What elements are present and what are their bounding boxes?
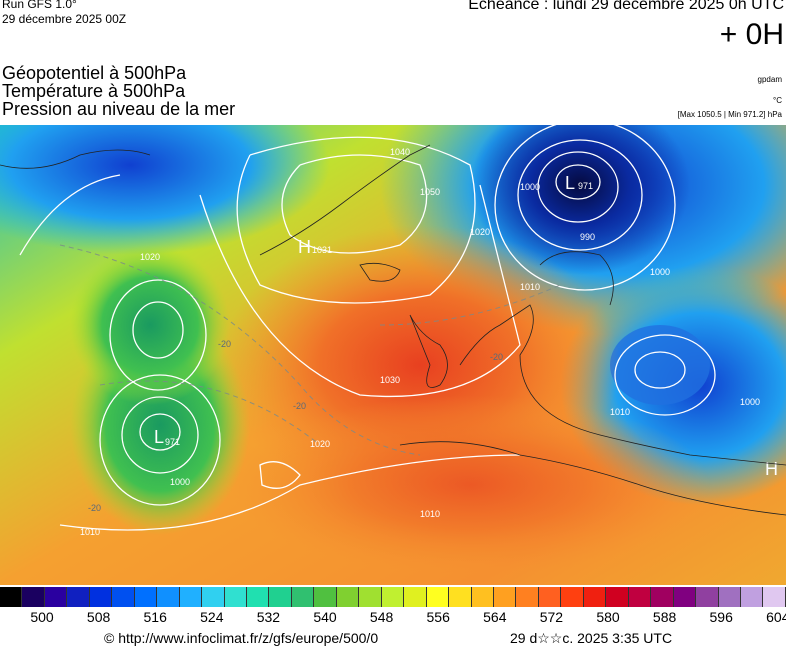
color-swatch [67,587,90,607]
color-swatch [538,587,562,607]
color-scale-tick: 508 [86,609,111,625]
color-swatch [202,587,225,607]
color-scale-tick: 516 [143,609,167,625]
low-center: L [565,173,575,193]
color-swatch [718,587,741,607]
color-swatch [134,587,158,607]
color-scale-tick: 524 [200,609,224,625]
field-temperature: Température à 500hPa [2,81,186,101]
color-swatch [112,587,135,607]
color-swatch [157,587,180,607]
field-geopotential: Géopotentiel à 500hPa [2,63,187,83]
unit-celsius: °C [773,96,782,105]
color-swatch [246,587,270,607]
isotherm-label: -20 [88,503,101,513]
low-center: L [154,427,164,447]
isobar-label: 1031 [312,245,332,255]
color-swatch [651,587,674,607]
color-swatch [493,587,517,607]
color-scale-tick: 540 [313,609,337,625]
color-scale-tick: 588 [652,609,677,625]
color-scale-ticks: 500 508 516 524 532 540 548 556 564 572 580 588 596 6… [0,609,786,629]
isobar-label: 1010 [420,509,440,519]
isobar-label: 1020 [140,252,160,262]
color-scale-tick: 564 [483,609,507,625]
color-swatch [179,587,203,607]
color-swatch [628,587,652,607]
color-scale-tick: 596 [709,609,733,625]
color-swatch [22,587,45,607]
color-swatch [561,587,584,607]
color-swatch [583,587,607,607]
isobar-label: 1030 [380,375,400,385]
color-swatch [314,587,337,607]
color-swatch [224,587,247,607]
isobar-label: 1010 [610,407,630,417]
color-scale-tick: 500 [30,609,54,625]
color-scale-tick: 580 [596,609,620,625]
color-swatch [449,587,472,607]
isobar-label: 1020 [310,439,330,449]
color-scale-tick: 556 [426,609,450,625]
color-swatch [426,587,450,607]
isobar-label: 1050 [420,187,440,197]
color-swatch [269,587,292,607]
color-swatch [516,587,539,607]
isotherm-label: -20 [490,352,503,362]
isotherm-label: -20 [218,339,231,349]
color-swatch [740,587,764,607]
color-scale-tick: 548 [369,609,394,625]
color-swatch [471,587,494,607]
color-swatch [606,587,629,607]
isobar-label: 1000 [520,182,540,192]
color-swatch [673,587,697,607]
color-swatch [359,587,382,607]
isobar-label: 1020 [470,227,490,237]
color-swatch [89,587,113,607]
isobar-label: 990 [580,232,595,242]
copyright-link[interactable]: © http://www.infoclimat.fr/z/gfs/europe/… [104,630,379,646]
field-pressure: Pression au niveau de la mer [2,99,236,119]
color-swatch [763,587,786,607]
color-swatch [404,587,427,607]
isobar-label: 1000 [170,477,190,487]
isobar-label: 971 [165,437,180,447]
weather-map: 971 990 1000 1000 1010 1020 1030 1040 10… [0,125,786,585]
color-swatch [44,587,68,607]
isobar-label: 1000 [650,267,670,277]
run-date: 29 décembre 2025 00Z [2,12,127,26]
unit-gpdam: gpdam [757,75,782,84]
color-scale [0,587,786,607]
color-swatch [0,587,23,607]
render-timestamp: 29 d☆☆c. 2025 3:35 UTC [510,630,673,646]
lead-time: + 0H [719,18,784,51]
color-scale-tick: 532 [256,609,281,625]
isobar-label: 1040 [390,147,410,157]
color-swatch [381,587,405,607]
high-center: H [298,237,311,257]
color-scale-tick: 572 [539,609,564,625]
color-swatch [291,587,315,607]
isobar-label: 1000 [740,397,760,407]
color-scale-tick: 604 [766,609,786,625]
isotherm-label: -20 [293,401,306,411]
isobar-label: 971 [578,181,593,191]
forecast-validity: Echéance : lundi 29 décembre 2025 0h UTC [468,0,784,13]
isobar-label: 1010 [80,527,100,537]
color-swatch [336,587,360,607]
pressure-range: [Max 1050.5 | Min 971.2] hPa [677,110,782,119]
run-label: Run GFS 1.0° [2,0,77,11]
color-swatch [696,587,719,607]
isobar-label: 1010 [520,282,540,292]
high-center: H [765,459,778,479]
